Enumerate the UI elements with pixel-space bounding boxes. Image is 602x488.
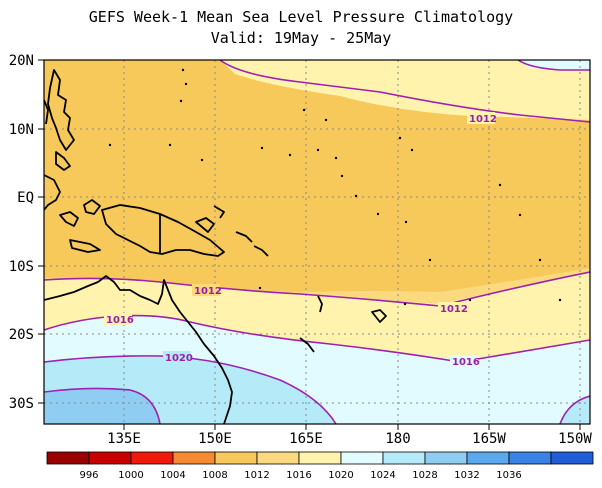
philippines-coast (47, 69, 75, 151)
contour-label-1016-west: 1016 (106, 315, 134, 326)
isobar-1020 (44, 355, 337, 424)
colorbar-swatch (172, 451, 216, 465)
colorbar-swatch (214, 451, 258, 465)
colorbar-label-1012: 1012 (244, 470, 269, 481)
lat-label-10s: 10S (9, 259, 34, 275)
colorbar-swatch (130, 451, 174, 465)
colorbar-label-996: 996 (79, 470, 98, 481)
map-subtitle: Valid: 19May - 25May (210, 29, 392, 47)
colorbar-swatch (88, 451, 132, 465)
coastlines (44, 69, 387, 424)
isobar-1020-east (559, 395, 590, 424)
isobar-1012-north (219, 60, 590, 123)
colorbar-swatch (424, 451, 468, 465)
contour-label-1016-east: 1016 (452, 357, 480, 368)
lat-label-30s: 30S (9, 396, 34, 412)
axis-ticks (38, 59, 581, 430)
colorbar-swatch (340, 451, 384, 465)
colorbar-swatch (256, 451, 300, 465)
isobar-1012-south (44, 271, 590, 307)
lat-label-10n: 10N (9, 122, 34, 138)
colorbar-labels: 996 1000 1004 1008 1012 1016 1020 1024 1… (79, 470, 521, 481)
colorbar (46, 451, 594, 465)
lon-label-165e: 165E (289, 431, 323, 447)
colorbar-swatch (550, 451, 594, 465)
band-1020-1024-east (560, 396, 590, 424)
lon-label-150e: 150E (198, 431, 232, 447)
colorbar-swatch (466, 451, 510, 465)
colorbar-label-1008: 1008 (202, 470, 227, 481)
colorbar-swatch (508, 451, 552, 465)
lon-label-165w: 165W (472, 431, 506, 447)
lat-label-eq: EQ (17, 190, 34, 206)
colorbar-label-1004: 1004 (160, 470, 185, 481)
lat-label-20n: 20N (9, 53, 34, 69)
colorbar-label-1024: 1024 (370, 470, 395, 481)
band-1024-1028 (44, 388, 160, 424)
contour-label-1012-east: 1012 (440, 304, 468, 315)
pressure-fill (44, 60, 590, 424)
colorbar-label-1016: 1016 (286, 470, 311, 481)
australia-coast (44, 275, 233, 424)
colorbar-swatch (382, 451, 426, 465)
colorbar-label-1036: 1036 (496, 470, 521, 481)
colorbar-label-1000: 1000 (118, 470, 143, 481)
isobar-1016-north (517, 60, 590, 71)
band-1004-1008 (44, 60, 590, 292)
contour-label-1020: 1020 (165, 353, 193, 364)
lat-labels: 20N 10N EQ 10S 20S 30S (9, 53, 34, 412)
plot-frame (43, 59, 591, 425)
lon-label-150w: 150W (558, 431, 592, 447)
lon-label-180: 180 (385, 431, 410, 447)
contour-label-1012-west: 1012 (194, 286, 222, 297)
colorbar-label-1032: 1032 (454, 470, 479, 481)
colorbar-label-1020: 1020 (328, 470, 353, 481)
map-title: GEFS Week-1 Mean Sea Level Pressure Clim… (88, 8, 514, 26)
lon-label-135e: 135E (107, 431, 141, 447)
contour-label-1012-north: 1012 (469, 114, 497, 125)
colorbar-label-1028: 1028 (412, 470, 437, 481)
contour-labels: 1012 1012 1012 1016 1016 1020 (104, 112, 497, 368)
lon-labels: 135E 150E 165E 180 165W 150W (107, 431, 592, 447)
islands (108, 68, 562, 306)
colorbar-swatch (46, 451, 90, 465)
colorbar-swatch (298, 451, 342, 465)
band-1012-1016-north (220, 60, 590, 120)
isobar-1024 (44, 387, 161, 424)
lat-label-20s: 20S (9, 327, 34, 343)
